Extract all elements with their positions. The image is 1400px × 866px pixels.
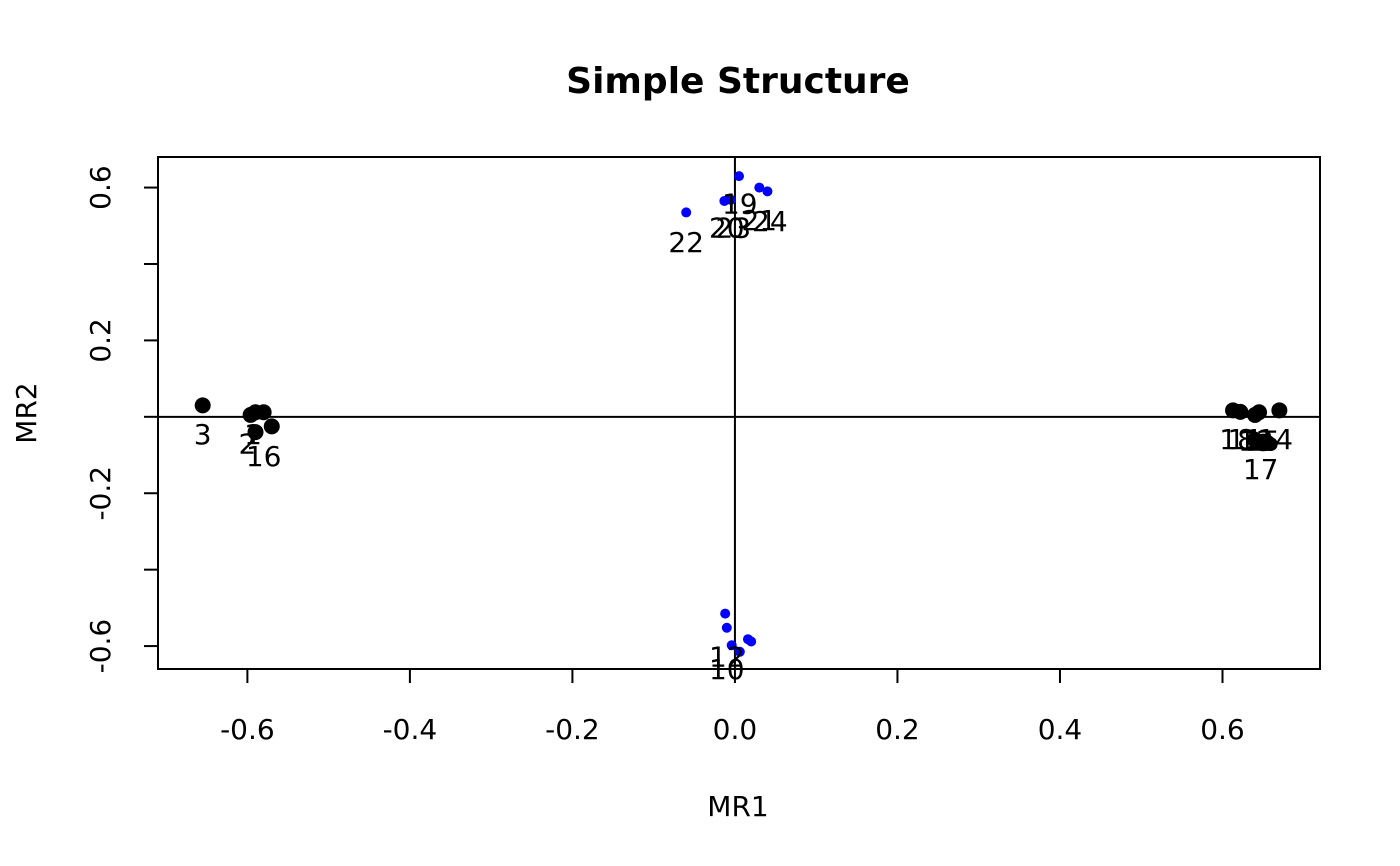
data-point — [1251, 404, 1268, 421]
y-tick-label: -0.2 — [84, 466, 117, 521]
x-tick-label: 0.2 — [875, 713, 920, 746]
point-label: 17 — [1243, 453, 1279, 486]
data-points — [194, 171, 1288, 657]
x-tick-label: -0.4 — [383, 713, 438, 746]
x-tick-label: 0.0 — [713, 713, 758, 746]
point-label: 2 — [238, 428, 256, 461]
data-point — [734, 646, 745, 657]
point-label: 14 — [1257, 423, 1293, 456]
point-label: 13 — [1238, 425, 1274, 458]
x-tick-label: -0.6 — [220, 713, 275, 746]
data-point — [754, 182, 765, 193]
point-label: 18 — [1219, 423, 1255, 456]
data-point — [762, 186, 773, 197]
data-point — [247, 424, 264, 441]
point-label: 1 — [244, 418, 262, 451]
x-tick-label: 0.4 — [1038, 713, 1083, 746]
point-label: 22 — [668, 226, 704, 259]
reference-lines — [158, 157, 1320, 669]
data-point — [681, 207, 692, 218]
point-label: 23 — [715, 212, 751, 245]
point-label: 24 — [752, 205, 788, 238]
point-label: 10 — [709, 653, 745, 686]
point-label: 15 — [1244, 425, 1280, 458]
data-point — [721, 622, 732, 633]
data-point — [725, 194, 736, 205]
y-axis-label: MR2 — [10, 382, 43, 443]
data-point — [720, 608, 731, 619]
data-point — [194, 397, 211, 414]
x-tick-label: 0.6 — [1200, 713, 1245, 746]
x-axis: -0.6 -0.4 -0.2 0.0 0.2 0.4 0.6 — [220, 668, 1245, 746]
x-tick-label: -0.2 — [545, 713, 600, 746]
data-point — [726, 640, 737, 651]
point-label: 21 — [741, 204, 777, 237]
y-axis: -0.6 -0.2 0.2 0.6 — [84, 165, 159, 674]
y-tick-label: 0.2 — [84, 318, 117, 363]
data-point — [746, 636, 757, 647]
y-tick-label: 0.6 — [84, 165, 117, 210]
point-label: 20 — [709, 212, 745, 245]
point-label: 11 — [1227, 423, 1263, 456]
point-label: 19 — [722, 188, 758, 221]
point-label: 16 — [246, 440, 282, 473]
data-point — [1232, 403, 1249, 420]
y-tick-label: -0.6 — [84, 619, 117, 674]
x-axis-label: MR1 — [707, 790, 768, 823]
data-point — [1259, 434, 1276, 451]
chart-title: Simple Structure — [566, 61, 910, 102]
data-point — [255, 404, 272, 421]
point-label: 12 — [709, 640, 745, 673]
data-point — [263, 418, 280, 435]
data-point — [734, 171, 744, 182]
data-point — [1271, 402, 1288, 419]
point-label: 3 — [194, 418, 212, 451]
